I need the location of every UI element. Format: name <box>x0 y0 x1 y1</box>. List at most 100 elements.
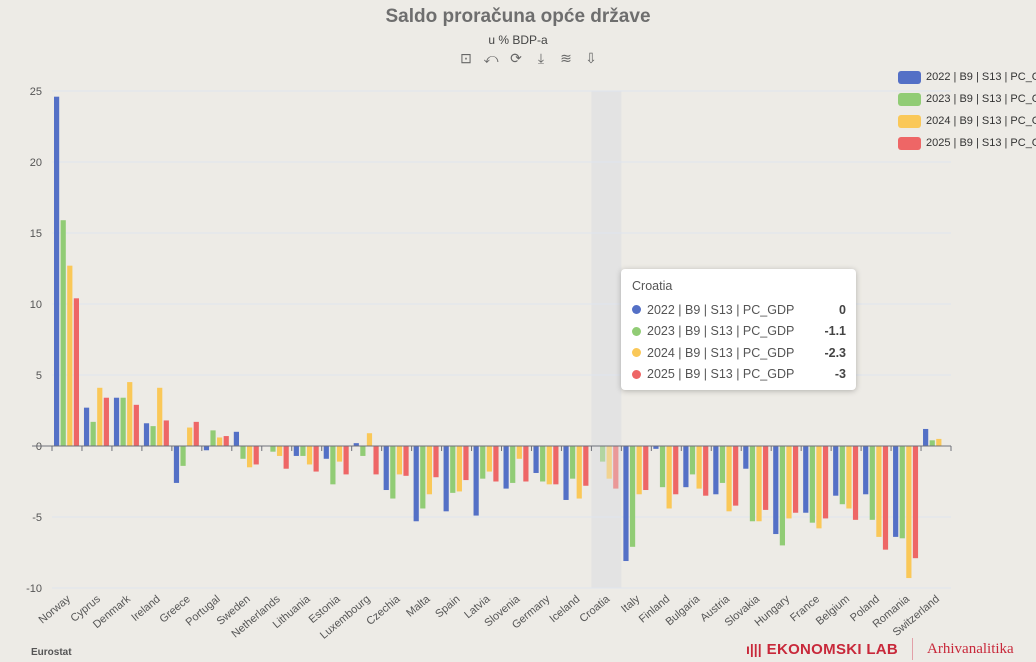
y-tick-label: 20 <box>30 157 42 169</box>
bar <box>353 443 359 446</box>
zoom-reset-icon[interactable]: ⤺ <box>483 50 499 66</box>
legend: 2022 | B9 | S13 | PC_GDP 2023 | B9 | S13 … <box>898 66 1036 154</box>
tooltip-row: 2025 | B9 | S13 | PC_GDP -3 <box>632 364 846 386</box>
bar <box>97 387 103 446</box>
bar <box>833 446 839 496</box>
bar <box>876 446 882 537</box>
bar <box>193 421 199 446</box>
save-image-icon[interactable]: ⇩ <box>585 50 597 66</box>
y-tick-label: 15 <box>30 228 42 240</box>
y-tick-label: 25 <box>30 86 42 98</box>
bar <box>180 446 186 466</box>
legend-item[interactable]: 2022 | B9 | S13 | PC_GDP <box>898 66 1036 88</box>
bar <box>54 96 60 447</box>
bar <box>689 446 696 475</box>
bar <box>726 446 732 512</box>
bar <box>366 433 373 446</box>
tooltip-value: -1.1 <box>824 324 846 339</box>
bar <box>486 446 492 472</box>
bar <box>157 387 163 446</box>
bar <box>786 446 792 519</box>
bar <box>336 446 343 462</box>
bar <box>450 446 456 493</box>
legend-item[interactable]: 2023 | B9 | S13 | PC_GDP <box>898 88 1036 110</box>
bar <box>217 437 223 446</box>
series-dot-icon <box>632 348 641 358</box>
tooltip-row: 2023 | B9 | S13 | PC_GDP -1.1 <box>632 321 846 343</box>
bar <box>540 446 546 482</box>
tooltip-row: 2022 | B9 | S13 | PC_GDP 0 <box>632 299 846 321</box>
bar <box>383 446 389 491</box>
bar <box>253 446 259 465</box>
bar <box>749 446 756 522</box>
bar <box>546 446 552 485</box>
bar <box>67 265 73 446</box>
bar <box>683 446 689 488</box>
download-icon[interactable]: ⤓ <box>537 50 545 66</box>
tooltip-value: 0 <box>839 302 846 317</box>
data-view-icon[interactable]: ≋ <box>560 50 572 66</box>
bar <box>403 446 409 476</box>
bar <box>127 382 133 446</box>
legend-label: 2025 | B9 | S13 | PC_GDP <box>926 137 1036 149</box>
tooltip-row: 2024 | B9 | S13 | PC_GDP -2.3 <box>632 342 846 364</box>
bar <box>839 446 845 505</box>
bar <box>420 446 426 509</box>
tooltip-title: Croatia <box>632 279 673 293</box>
bar <box>163 420 169 446</box>
bar <box>240 446 246 459</box>
bar <box>330 446 336 485</box>
bar <box>846 446 852 509</box>
brand-name-secondary: Arhivanalitika <box>927 640 1014 657</box>
series-dot-icon <box>632 369 641 379</box>
legend-swatch <box>898 92 921 106</box>
bar <box>143 423 150 446</box>
bar <box>270 446 276 452</box>
x-tick-label: Spain <box>433 593 462 620</box>
bar <box>653 446 659 449</box>
bar <box>373 446 379 475</box>
bar <box>623 446 629 562</box>
source-label: Eurostat <box>31 647 72 658</box>
bar <box>113 397 120 446</box>
chart-toolbar: ⊡ ⤺ ⟳ ⤓ ≋ ⇩ <box>458 50 599 66</box>
tooltip-value: -2.3 <box>824 345 846 360</box>
brand-divider <box>912 638 914 660</box>
bar <box>936 438 942 446</box>
bar <box>510 446 516 483</box>
bar <box>210 430 216 446</box>
bar <box>863 446 869 495</box>
bar <box>793 446 799 513</box>
tooltip-series-name: 2023 | B9 | S13 | PC_GDP <box>647 324 795 339</box>
bar <box>293 446 299 456</box>
bar <box>600 446 606 462</box>
bar <box>343 446 349 475</box>
tooltip-series-name: 2022 | B9 | S13 | PC_GDP <box>647 302 795 317</box>
tooltip-value: -3 <box>834 367 846 382</box>
bar <box>773 446 779 535</box>
legend-swatch <box>898 114 921 128</box>
bar <box>433 446 439 478</box>
bar <box>923 428 929 446</box>
bar <box>803 446 809 513</box>
bar <box>882 446 889 550</box>
bar <box>553 446 559 485</box>
bar <box>576 446 582 499</box>
x-tick-label: Bulgaria <box>664 593 703 629</box>
bar <box>713 446 719 495</box>
restore-icon[interactable]: ⟳ <box>510 50 522 66</box>
bar <box>390 446 396 499</box>
highlight-band <box>591 91 622 588</box>
bar <box>743 446 749 469</box>
legend-swatch <box>898 136 921 150</box>
bar <box>480 446 486 479</box>
zoom-icon[interactable]: ⊡ <box>460 50 472 66</box>
bar <box>396 446 403 475</box>
legend-label: 2022 | B9 | S13 | PC_GDP <box>926 71 1036 83</box>
legend-item[interactable]: 2025 | B9 | S13 | PC_GDP <box>898 132 1036 154</box>
x-tick-label: Croatia <box>577 593 613 626</box>
bar <box>906 446 912 579</box>
legend-item[interactable]: 2024 | B9 | S13 | PC_GDP <box>898 110 1036 132</box>
y-tick-label: 10 <box>30 299 42 311</box>
bar <box>283 446 289 469</box>
